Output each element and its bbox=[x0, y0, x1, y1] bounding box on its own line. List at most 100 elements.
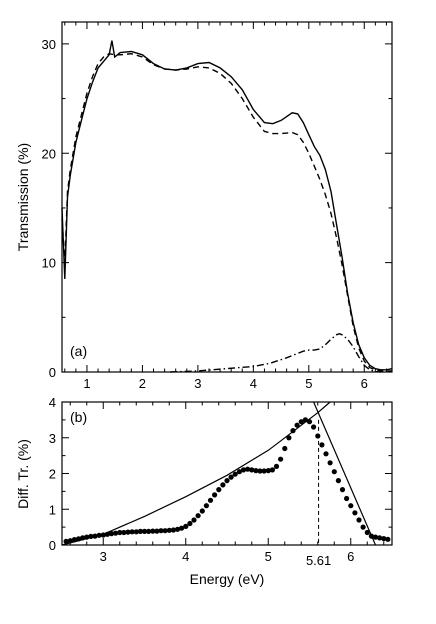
panel-a-y-tick-labels: 0 10 20 30 bbox=[42, 37, 56, 380]
data-point bbox=[166, 527, 172, 533]
data-point bbox=[385, 536, 391, 542]
x-tick-label: 6 bbox=[347, 549, 354, 564]
data-point bbox=[232, 471, 238, 477]
data-point bbox=[117, 529, 123, 536]
threshold-value-label: 5.61 bbox=[306, 553, 331, 568]
y-tick-label: 0 bbox=[49, 538, 56, 553]
y-tick-label: 0 bbox=[49, 365, 56, 380]
panel-a-frame bbox=[61, 21, 393, 373]
data-point bbox=[84, 534, 90, 540]
data-point bbox=[364, 529, 370, 536]
panel-a-label: (a) bbox=[70, 343, 87, 359]
data-point bbox=[360, 524, 366, 530]
data-point bbox=[75, 536, 82, 542]
data-point bbox=[100, 532, 106, 538]
data-point bbox=[191, 517, 197, 523]
data-point bbox=[302, 417, 308, 423]
data-point bbox=[203, 503, 209, 509]
data-point bbox=[216, 487, 222, 493]
panel-b-label: (b) bbox=[70, 409, 87, 425]
data-point bbox=[195, 513, 201, 519]
data-point bbox=[257, 468, 263, 474]
data-point bbox=[236, 469, 242, 475]
data-point bbox=[104, 531, 110, 537]
fit-line bbox=[313, 401, 377, 546]
panel-b-ticks bbox=[62, 401, 392, 546]
data-point bbox=[311, 424, 317, 430]
data-point bbox=[212, 492, 218, 498]
data-point bbox=[141, 528, 148, 535]
x-tick-label: 3 bbox=[100, 549, 107, 564]
data-point bbox=[315, 433, 321, 439]
y-tick-label: 3 bbox=[49, 431, 56, 446]
panel-b-fit-lines bbox=[61, 401, 377, 546]
panel-a-series bbox=[61, 40, 393, 373]
fit-curve bbox=[61, 401, 331, 546]
y-tick-label: 2 bbox=[49, 467, 56, 482]
x-tick-label: 1 bbox=[83, 376, 90, 391]
x-tick-label: 6 bbox=[361, 376, 368, 391]
y-tick-label: 30 bbox=[42, 37, 56, 52]
data-point bbox=[88, 533, 94, 540]
data-point bbox=[356, 517, 362, 523]
data-point bbox=[265, 468, 271, 474]
data-point bbox=[286, 435, 292, 441]
data-point bbox=[228, 474, 234, 480]
data-point bbox=[368, 533, 374, 539]
series-line-dashed bbox=[61, 52, 392, 372]
y-tick-label: 10 bbox=[42, 256, 56, 271]
x-tick-label: 2 bbox=[139, 376, 146, 391]
data-point bbox=[154, 528, 160, 534]
data-point bbox=[339, 487, 346, 493]
data-point bbox=[306, 419, 313, 425]
data-point bbox=[220, 482, 226, 488]
y-tick-label: 4 bbox=[49, 395, 56, 410]
data-point bbox=[372, 534, 379, 540]
panel-a-x-tick-labels: 1 2 3 4 5 6 bbox=[83, 376, 368, 391]
data-point bbox=[352, 510, 358, 516]
x-tick-label: 5 bbox=[265, 549, 272, 564]
data-point bbox=[162, 528, 168, 534]
data-point bbox=[294, 422, 300, 428]
data-point bbox=[63, 538, 69, 545]
data-point bbox=[125, 529, 131, 535]
x-tick-label: 3 bbox=[194, 376, 201, 391]
data-point bbox=[113, 530, 119, 536]
x-tick-label: 4 bbox=[250, 376, 257, 391]
data-point bbox=[261, 468, 267, 474]
data-point bbox=[344, 495, 350, 502]
data-point bbox=[298, 419, 304, 425]
data-point bbox=[174, 526, 181, 532]
data-point bbox=[282, 445, 288, 452]
data-point bbox=[323, 451, 329, 457]
panel-b-frame bbox=[61, 401, 393, 546]
panel-b-x-axis-label: Energy (eV) bbox=[190, 571, 265, 587]
data-point bbox=[170, 527, 176, 533]
data-point bbox=[158, 528, 164, 534]
data-point bbox=[245, 466, 251, 472]
panel-b-x-tick-labels: 3 4 5 6 bbox=[100, 549, 355, 564]
data-point bbox=[179, 525, 185, 531]
data-point bbox=[121, 529, 127, 536]
x-tick-label: 4 bbox=[182, 549, 189, 564]
data-point bbox=[146, 528, 152, 535]
data-point bbox=[253, 468, 259, 474]
data-point bbox=[150, 528, 156, 534]
data-point bbox=[240, 467, 247, 473]
data-point bbox=[269, 467, 275, 473]
data-point bbox=[96, 532, 102, 538]
data-point bbox=[249, 467, 255, 473]
data-point bbox=[183, 523, 189, 530]
data-point bbox=[133, 529, 139, 535]
data-point bbox=[199, 508, 205, 514]
data-point bbox=[187, 520, 193, 527]
series-line-dash-dot bbox=[170, 332, 381, 373]
panel-a: 1 2 3 4 5 6 0 10 20 30 (a) Transmission (%) bbox=[15, 21, 393, 391]
data-point bbox=[137, 528, 143, 535]
x-tick-label: 5 bbox=[305, 376, 312, 391]
data-point bbox=[348, 503, 354, 509]
panel-a-y-axis-label: Transmission (%) bbox=[15, 143, 31, 251]
panel-b: 3 4 5 6 0 1 2 3 4 (b) Diff. Tr. (%) Energy (eV)… bbox=[15, 395, 393, 587]
data-point bbox=[80, 535, 86, 541]
